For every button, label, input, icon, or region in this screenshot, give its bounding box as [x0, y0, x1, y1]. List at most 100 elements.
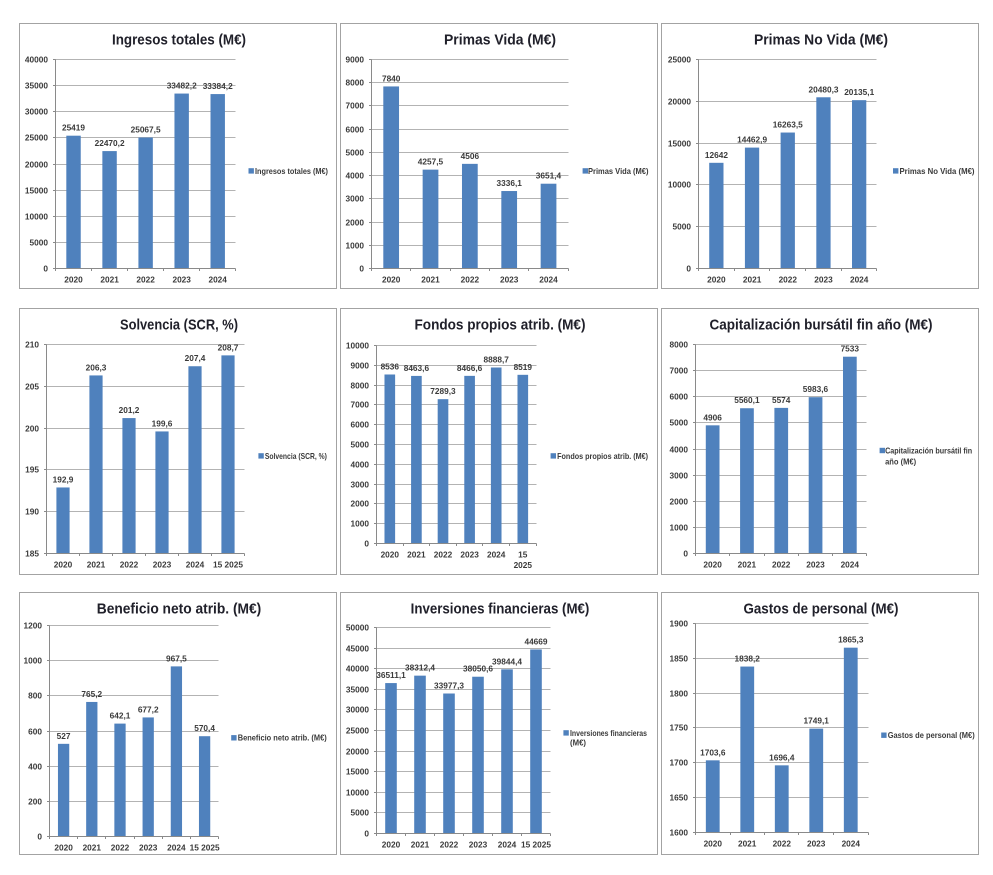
- svg-text:1000: 1000: [351, 518, 370, 528]
- svg-text:7000: 7000: [670, 365, 689, 375]
- svg-text:Primas No Vida (M€): Primas No Vida (M€): [900, 166, 975, 176]
- svg-text:2020: 2020: [703, 559, 722, 569]
- svg-text:2000: 2000: [351, 498, 370, 508]
- svg-text:20480,3: 20480,3: [809, 84, 839, 94]
- svg-text:Fondos propios atrib. (M€): Fondos propios atrib. (M€): [557, 451, 648, 461]
- svg-text:199,6: 199,6: [152, 418, 173, 428]
- svg-text:527: 527: [57, 731, 71, 741]
- svg-text:208,7: 208,7: [218, 342, 239, 352]
- svg-text:20000: 20000: [668, 96, 691, 106]
- svg-text:2023: 2023: [460, 549, 479, 559]
- svg-text:2020: 2020: [707, 274, 726, 284]
- svg-text:5000: 5000: [346, 147, 365, 157]
- svg-text:3000: 3000: [351, 479, 370, 489]
- svg-text:2021: 2021: [100, 274, 119, 284]
- svg-text:0: 0: [364, 538, 369, 548]
- svg-text:1703,6: 1703,6: [700, 747, 726, 757]
- svg-text:Inversiones financieras: Inversiones financieras: [570, 728, 647, 738]
- svg-text:2020: 2020: [382, 274, 401, 284]
- svg-text:10000: 10000: [668, 179, 691, 189]
- svg-text:6000: 6000: [670, 391, 689, 401]
- svg-text:25000: 25000: [346, 725, 369, 735]
- svg-text:2022: 2022: [772, 559, 791, 569]
- svg-text:2023: 2023: [172, 274, 191, 284]
- svg-text:10000: 10000: [346, 787, 369, 797]
- svg-text:1000: 1000: [670, 522, 689, 532]
- svg-text:2023: 2023: [469, 839, 488, 849]
- svg-text:765,2: 765,2: [81, 689, 102, 699]
- svg-text:Primas Vida (M€): Primas Vida (M€): [444, 33, 556, 49]
- svg-text:207,4: 207,4: [185, 353, 206, 363]
- svg-text:1850: 1850: [670, 653, 689, 663]
- svg-text:Gastos de personal (M€): Gastos de personal (M€): [888, 730, 975, 740]
- svg-text:2021: 2021: [743, 274, 762, 284]
- svg-text:2021: 2021: [87, 559, 106, 569]
- svg-text:2024: 2024: [539, 274, 558, 284]
- svg-text:0: 0: [364, 828, 369, 838]
- svg-text:400: 400: [28, 761, 42, 771]
- svg-text:195: 195: [25, 464, 39, 474]
- svg-text:(M€): (M€): [570, 737, 586, 747]
- svg-text:38050,6: 38050,6: [463, 664, 493, 674]
- svg-text:1800: 1800: [670, 688, 689, 698]
- svg-text:16263,5: 16263,5: [773, 120, 803, 130]
- svg-text:Beneficio neto atrib. (M€): Beneficio neto atrib. (M€): [97, 602, 262, 618]
- svg-text:Solvencia (SCR, %): Solvencia (SCR, %): [120, 318, 238, 334]
- svg-text:25000: 25000: [668, 54, 691, 64]
- svg-text:5000: 5000: [351, 807, 370, 817]
- svg-text:3651,4: 3651,4: [536, 171, 562, 181]
- svg-text:33384,2: 33384,2: [203, 81, 233, 91]
- svg-text:967,5: 967,5: [166, 653, 187, 663]
- svg-text:año (M€): año (M€): [885, 457, 916, 467]
- svg-text:2023: 2023: [153, 559, 172, 569]
- svg-text:Capitalización bursátil fin: Capitalización bursátil fin: [885, 445, 972, 455]
- svg-text:Gastos de personal (M€): Gastos de personal (M€): [744, 602, 899, 618]
- svg-text:642,1: 642,1: [110, 711, 131, 721]
- svg-text:6000: 6000: [351, 419, 370, 429]
- svg-text:210: 210: [25, 339, 39, 349]
- svg-text:677,2: 677,2: [138, 704, 159, 714]
- svg-text:Ingresos totales (M€): Ingresos totales (M€): [255, 166, 328, 176]
- svg-text:0: 0: [683, 548, 688, 558]
- svg-text:4000: 4000: [346, 170, 365, 180]
- svg-text:10000: 10000: [346, 340, 369, 350]
- svg-text:2022: 2022: [111, 842, 130, 852]
- svg-text:2022: 2022: [434, 549, 453, 559]
- svg-text:2021: 2021: [738, 559, 757, 569]
- svg-text:7840: 7840: [382, 73, 401, 83]
- svg-text:4506: 4506: [461, 151, 480, 161]
- svg-text:25067,5: 25067,5: [131, 125, 161, 135]
- svg-text:206,3: 206,3: [86, 362, 107, 372]
- svg-text:0: 0: [37, 831, 42, 841]
- svg-text:2022: 2022: [779, 274, 798, 284]
- svg-text:1696,4: 1696,4: [769, 752, 795, 762]
- svg-text:8000: 8000: [346, 77, 365, 87]
- svg-text:2020: 2020: [382, 839, 401, 849]
- svg-text:14462,9: 14462,9: [737, 135, 767, 145]
- svg-text:2023: 2023: [500, 274, 519, 284]
- svg-text:2020: 2020: [704, 838, 723, 848]
- svg-text:40000: 40000: [346, 663, 369, 673]
- svg-text:8463,6: 8463,6: [404, 363, 430, 373]
- svg-text:36511,1: 36511,1: [376, 670, 406, 680]
- svg-text:1650: 1650: [670, 792, 689, 802]
- svg-text:8000: 8000: [351, 380, 370, 390]
- svg-text:35000: 35000: [25, 80, 48, 90]
- svg-text:2020: 2020: [54, 559, 73, 569]
- svg-text:40000: 40000: [25, 54, 48, 64]
- svg-text:5574: 5574: [772, 395, 791, 405]
- svg-text:1749,1: 1749,1: [804, 716, 830, 726]
- svg-text:Beneficio neto atrib. (M€): Beneficio neto atrib. (M€): [238, 733, 327, 743]
- svg-text:9000: 9000: [351, 360, 370, 370]
- svg-text:600: 600: [28, 726, 42, 736]
- svg-text:5000: 5000: [670, 417, 689, 427]
- svg-text:20000: 20000: [25, 159, 48, 169]
- svg-text:44669: 44669: [524, 637, 547, 647]
- svg-text:2021: 2021: [407, 549, 426, 559]
- svg-text:2022: 2022: [136, 274, 155, 284]
- svg-text:10000: 10000: [25, 211, 48, 221]
- svg-text:15: 15: [518, 549, 528, 559]
- svg-text:1000: 1000: [24, 655, 43, 665]
- svg-text:2022: 2022: [440, 839, 459, 849]
- svg-text:3000: 3000: [346, 193, 365, 203]
